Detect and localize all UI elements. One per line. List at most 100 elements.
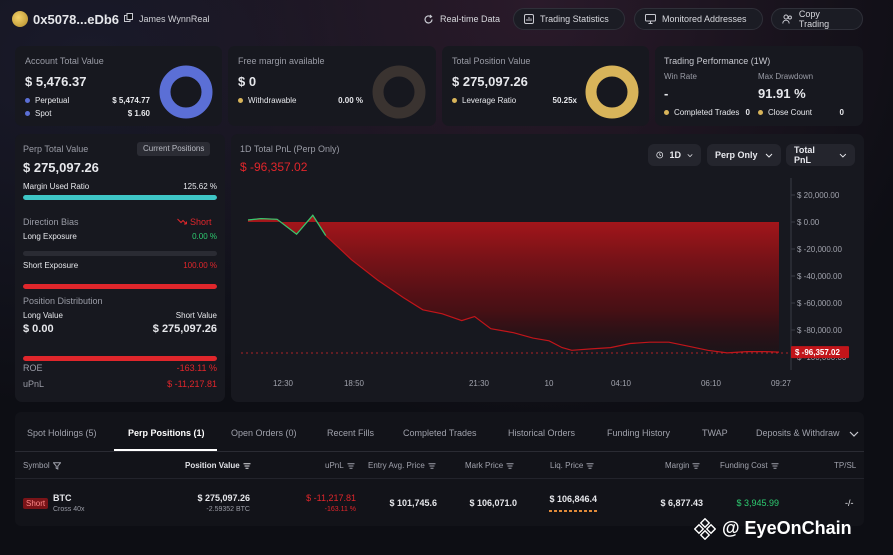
row-margin-mode: Cross 40x	[53, 506, 85, 513]
monitored-addresses-button[interactable]: Monitored Addresses	[634, 8, 763, 30]
current-value-tag	[791, 346, 849, 359]
perp-total-value: $ 275,097.26	[23, 160, 99, 175]
position-value-amount: $ 275,097.26	[452, 74, 528, 89]
direction-bias-value: Short	[177, 217, 212, 227]
realtime-data-button[interactable]: Real-time Data	[413, 8, 510, 30]
short-exposure-label: Short Exposure	[23, 261, 79, 270]
tab-spot-holdings[interactable]: Spot Holdings (5)	[27, 428, 97, 438]
x-tick-label: 18:50	[344, 379, 365, 388]
column-position-value-label: Position Value	[185, 461, 240, 470]
column-position-value[interactable]: Position Value	[185, 461, 251, 470]
wallet-avatar-icon	[12, 11, 28, 27]
tab-twap[interactable]: TWAP	[702, 428, 728, 438]
binance-logo-icon	[694, 518, 716, 540]
filter-icon	[52, 461, 61, 470]
margin-donut-chart	[372, 65, 426, 119]
win-rate-value: -	[664, 86, 669, 101]
side-badge: Short	[23, 498, 49, 509]
roe-label: ROE	[23, 363, 43, 373]
filter-value: Perp Only	[715, 150, 758, 160]
realtime-data-label: Real-time Data	[440, 14, 501, 24]
upnl-label: uPnL	[23, 379, 45, 389]
perpetual-label: Perpetual	[25, 96, 69, 105]
tab-completed-trades[interactable]: Completed Trades	[403, 428, 477, 438]
sort-icon	[586, 462, 594, 469]
current-positions-badge[interactable]: Current Positions	[137, 142, 211, 156]
short-value-label: Short Value	[175, 311, 217, 320]
tab-historical-orders[interactable]: Historical Orders	[508, 428, 576, 438]
sort-icon	[243, 462, 251, 469]
monitor-icon	[645, 14, 656, 24]
statistics-icon	[524, 14, 534, 24]
y-tick-label: $ 20,000.00	[797, 191, 840, 200]
max-drawdown-value: 91.91 %	[758, 86, 806, 101]
users-icon	[782, 14, 792, 24]
account-total-card: Account Total Value $ 5,476.37 Perpetual…	[15, 46, 222, 126]
perp-summary-card: Perp Total Value Current Positions $ 275…	[15, 134, 225, 402]
tabs-more-chevron-icon[interactable]	[849, 431, 859, 437]
row-upnl-pct: -163.11 %	[324, 506, 356, 513]
column-funding-cost[interactable]: Funding Cost	[720, 461, 779, 470]
pnl-value: $ -96,357.02	[240, 160, 308, 174]
header-divider	[15, 478, 864, 479]
spot-value: $ 1.60	[127, 109, 150, 118]
filter-dropdown[interactable]: Perp Only	[707, 144, 781, 166]
row-position-value: $ 275,097.26	[197, 493, 250, 503]
column-liq-price[interactable]: Liq. Price	[550, 461, 594, 470]
free-margin-card: Free margin available $ 0 Withdrawable 0…	[228, 46, 436, 126]
tab-open-orders[interactable]: Open Orders (0)	[231, 428, 297, 438]
column-upnl[interactable]: uPnL	[325, 461, 355, 470]
current-value-label: $ -96,357.02	[795, 348, 840, 357]
tab-recent-fills[interactable]: Recent Fills	[327, 428, 375, 438]
column-mark-price-label: Mark Price	[465, 461, 504, 470]
margin-used-label: Margin Used Ratio	[23, 182, 90, 191]
column-symbol[interactable]: Symbol	[23, 461, 61, 470]
pnl-title: 1D Total PnL (Perp Only)	[240, 144, 340, 154]
distribution-bar	[23, 356, 217, 361]
row-symbol: BTC	[53, 493, 72, 503]
sort-icon	[428, 462, 436, 469]
refresh-icon	[424, 14, 433, 23]
position-value-card: Total Position Value $ 275,097.26 Levera…	[442, 46, 649, 126]
metric-dropdown[interactable]: Total PnL	[786, 144, 855, 166]
liq-distance-indicator	[549, 510, 597, 512]
margin-used-bar	[23, 195, 217, 200]
free-margin-value: $ 0	[238, 74, 257, 89]
copy-icon[interactable]	[124, 13, 133, 22]
pnl-area-chart: $ 20,000.00 $ 0.00 $ -20,000.00 $ -40,000.0…	[241, 178, 849, 388]
wallet-owner: James WynnReal	[139, 14, 210, 24]
tabs-divider	[15, 451, 864, 452]
performance-title: Trading Performance (1W)	[664, 56, 771, 66]
trading-statistics-button[interactable]: Trading Statistics	[513, 8, 625, 30]
pnl-line-positive	[247, 214, 327, 236]
column-mark-price[interactable]: Mark Price	[465, 461, 514, 470]
clock-icon	[656, 151, 664, 159]
wallet-address: 0x5078...eDb6	[33, 12, 120, 27]
column-tpsl: TP/SL	[834, 461, 857, 470]
long-exposure-label: Long Exposure	[23, 232, 77, 241]
free-margin-title: Free margin available	[238, 56, 325, 66]
sort-icon	[692, 462, 700, 469]
short-exposure-bar	[23, 284, 217, 289]
x-tick-label: 09:27	[771, 379, 792, 388]
completed-trades-value: 0	[745, 108, 750, 117]
trading-performance-card: Trading Performance (1W) Win Rate Max Dr…	[655, 46, 863, 126]
tab-funding-history[interactable]: Funding History	[607, 428, 671, 438]
column-entry-price-label: Entry Avg. Price	[368, 461, 425, 470]
tab-perp-positions[interactable]: Perp Positions (1)	[128, 428, 205, 438]
x-tick-label: 04:10	[611, 379, 632, 388]
leverage-label: Leverage Ratio	[452, 96, 516, 105]
long-exposure-value: 0.00 %	[192, 232, 217, 241]
y-tick-label: $ -60,000.00	[797, 299, 842, 308]
chevron-down-icon	[765, 153, 773, 158]
column-entry-price[interactable]: Entry Avg. Price	[368, 461, 436, 470]
row-funding-cost: $ 3,945.99	[736, 498, 779, 508]
copy-trading-button[interactable]: Copy Trading	[771, 8, 863, 30]
range-dropdown[interactable]: 1D	[648, 144, 701, 166]
withdrawable-label: Withdrawable	[238, 96, 296, 105]
tab-deposits-withdraw[interactable]: Deposits & Withdraw	[756, 428, 840, 438]
close-count-value: 0	[839, 108, 844, 117]
active-tab-indicator	[114, 449, 217, 451]
column-margin[interactable]: Margin	[665, 461, 700, 470]
long-value-label: Long Value	[23, 311, 63, 320]
